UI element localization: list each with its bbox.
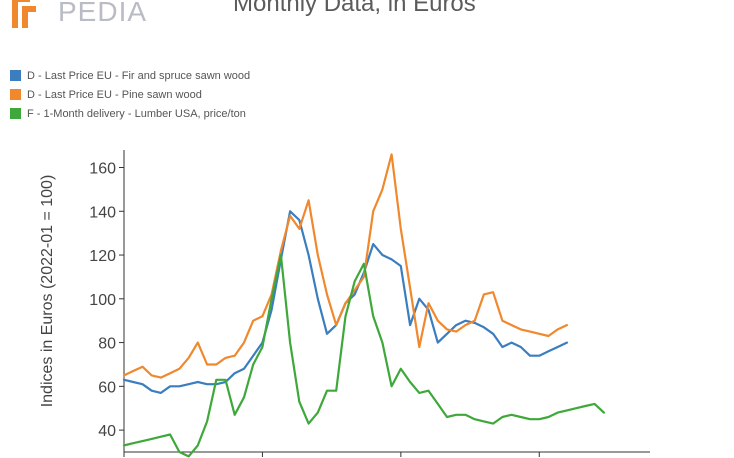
y-tick-label: 140	[89, 204, 116, 221]
legend-label: D - Last Price EU - Pine sawn wood	[27, 88, 202, 101]
y-tick-label: 120	[89, 248, 116, 265]
legend-item: D - Last Price EU - Pine sawn wood	[10, 85, 250, 104]
legend-item: D - Last Price EU - Fir and spruce sawn …	[10, 66, 250, 85]
y-tick-label: 40	[98, 423, 116, 440]
legend-label: F - 1-Month delivery - Lumber USA, price…	[27, 107, 246, 120]
y-tick-label: 60	[98, 379, 116, 396]
series-line-2	[122, 153, 569, 379]
legend-swatch	[10, 108, 21, 119]
y-tick-label: 100	[89, 292, 116, 309]
legend-item: F - 1-Month delivery - Lumber USA, price…	[10, 104, 250, 123]
chart-legend: D - Last Price EU - Fir and spruce sawn …	[10, 66, 250, 123]
chart-title: Monthly Data, in Euros	[233, 0, 476, 17]
legend-label: D - Last Price EU - Fir and spruce sawn …	[27, 69, 251, 82]
series-line-3	[122, 253, 606, 458]
legend-swatch	[10, 70, 21, 81]
brand-logo: PEDIA	[10, 0, 147, 32]
legend-swatch	[10, 89, 21, 100]
logo-text: PEDIA	[58, 0, 148, 27]
logo-mark-icon	[10, 0, 46, 30]
y-axis-label: Indices in Euros (2022-01 = 100)	[39, 175, 56, 408]
y-tick-label: 80	[98, 336, 116, 353]
y-tick-label: 160	[89, 161, 116, 178]
